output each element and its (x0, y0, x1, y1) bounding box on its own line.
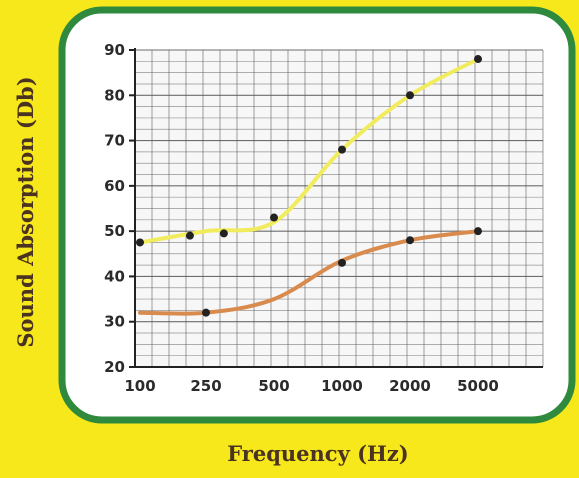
data-point (202, 308, 210, 317)
y-tick-label: 30 (104, 313, 125, 331)
y-tick-label: 50 (104, 222, 125, 240)
x-tick-label: 2000 (389, 377, 431, 395)
x-tick-label: 5000 (457, 377, 499, 395)
data-point (185, 231, 194, 240)
data-point (406, 91, 414, 100)
data-point (474, 55, 482, 64)
series (136, 55, 482, 317)
series-line-2 (138, 229, 480, 316)
y-tick-label: 90 (104, 41, 125, 59)
y-tick-label: 40 (104, 267, 125, 285)
data-point (270, 213, 278, 222)
x-tick-label: 250 (190, 377, 221, 395)
y-axis-title: Sound Absorption (Db) (13, 76, 38, 347)
x-tick-label: 100 (124, 377, 155, 395)
data-point (219, 229, 228, 238)
axes (129, 48, 543, 368)
data-point (406, 236, 414, 245)
data-point (474, 227, 482, 236)
y-tick-label: 80 (104, 86, 125, 104)
data-point (338, 258, 346, 267)
data-point (338, 145, 346, 154)
data-point (136, 238, 144, 247)
x-tick-label: 500 (258, 377, 289, 395)
tick-labels: 20 30 40 50 60 70 80 90 100 250 500 1000 2000 5000 (104, 41, 499, 395)
x-tick-label: 1000 (321, 377, 363, 395)
y-tick-label: 70 (104, 132, 125, 150)
x-axis-title: Frequency (Hz) (227, 441, 408, 466)
y-tick-label: 60 (104, 177, 125, 195)
y-tick-label: 20 (104, 358, 125, 376)
